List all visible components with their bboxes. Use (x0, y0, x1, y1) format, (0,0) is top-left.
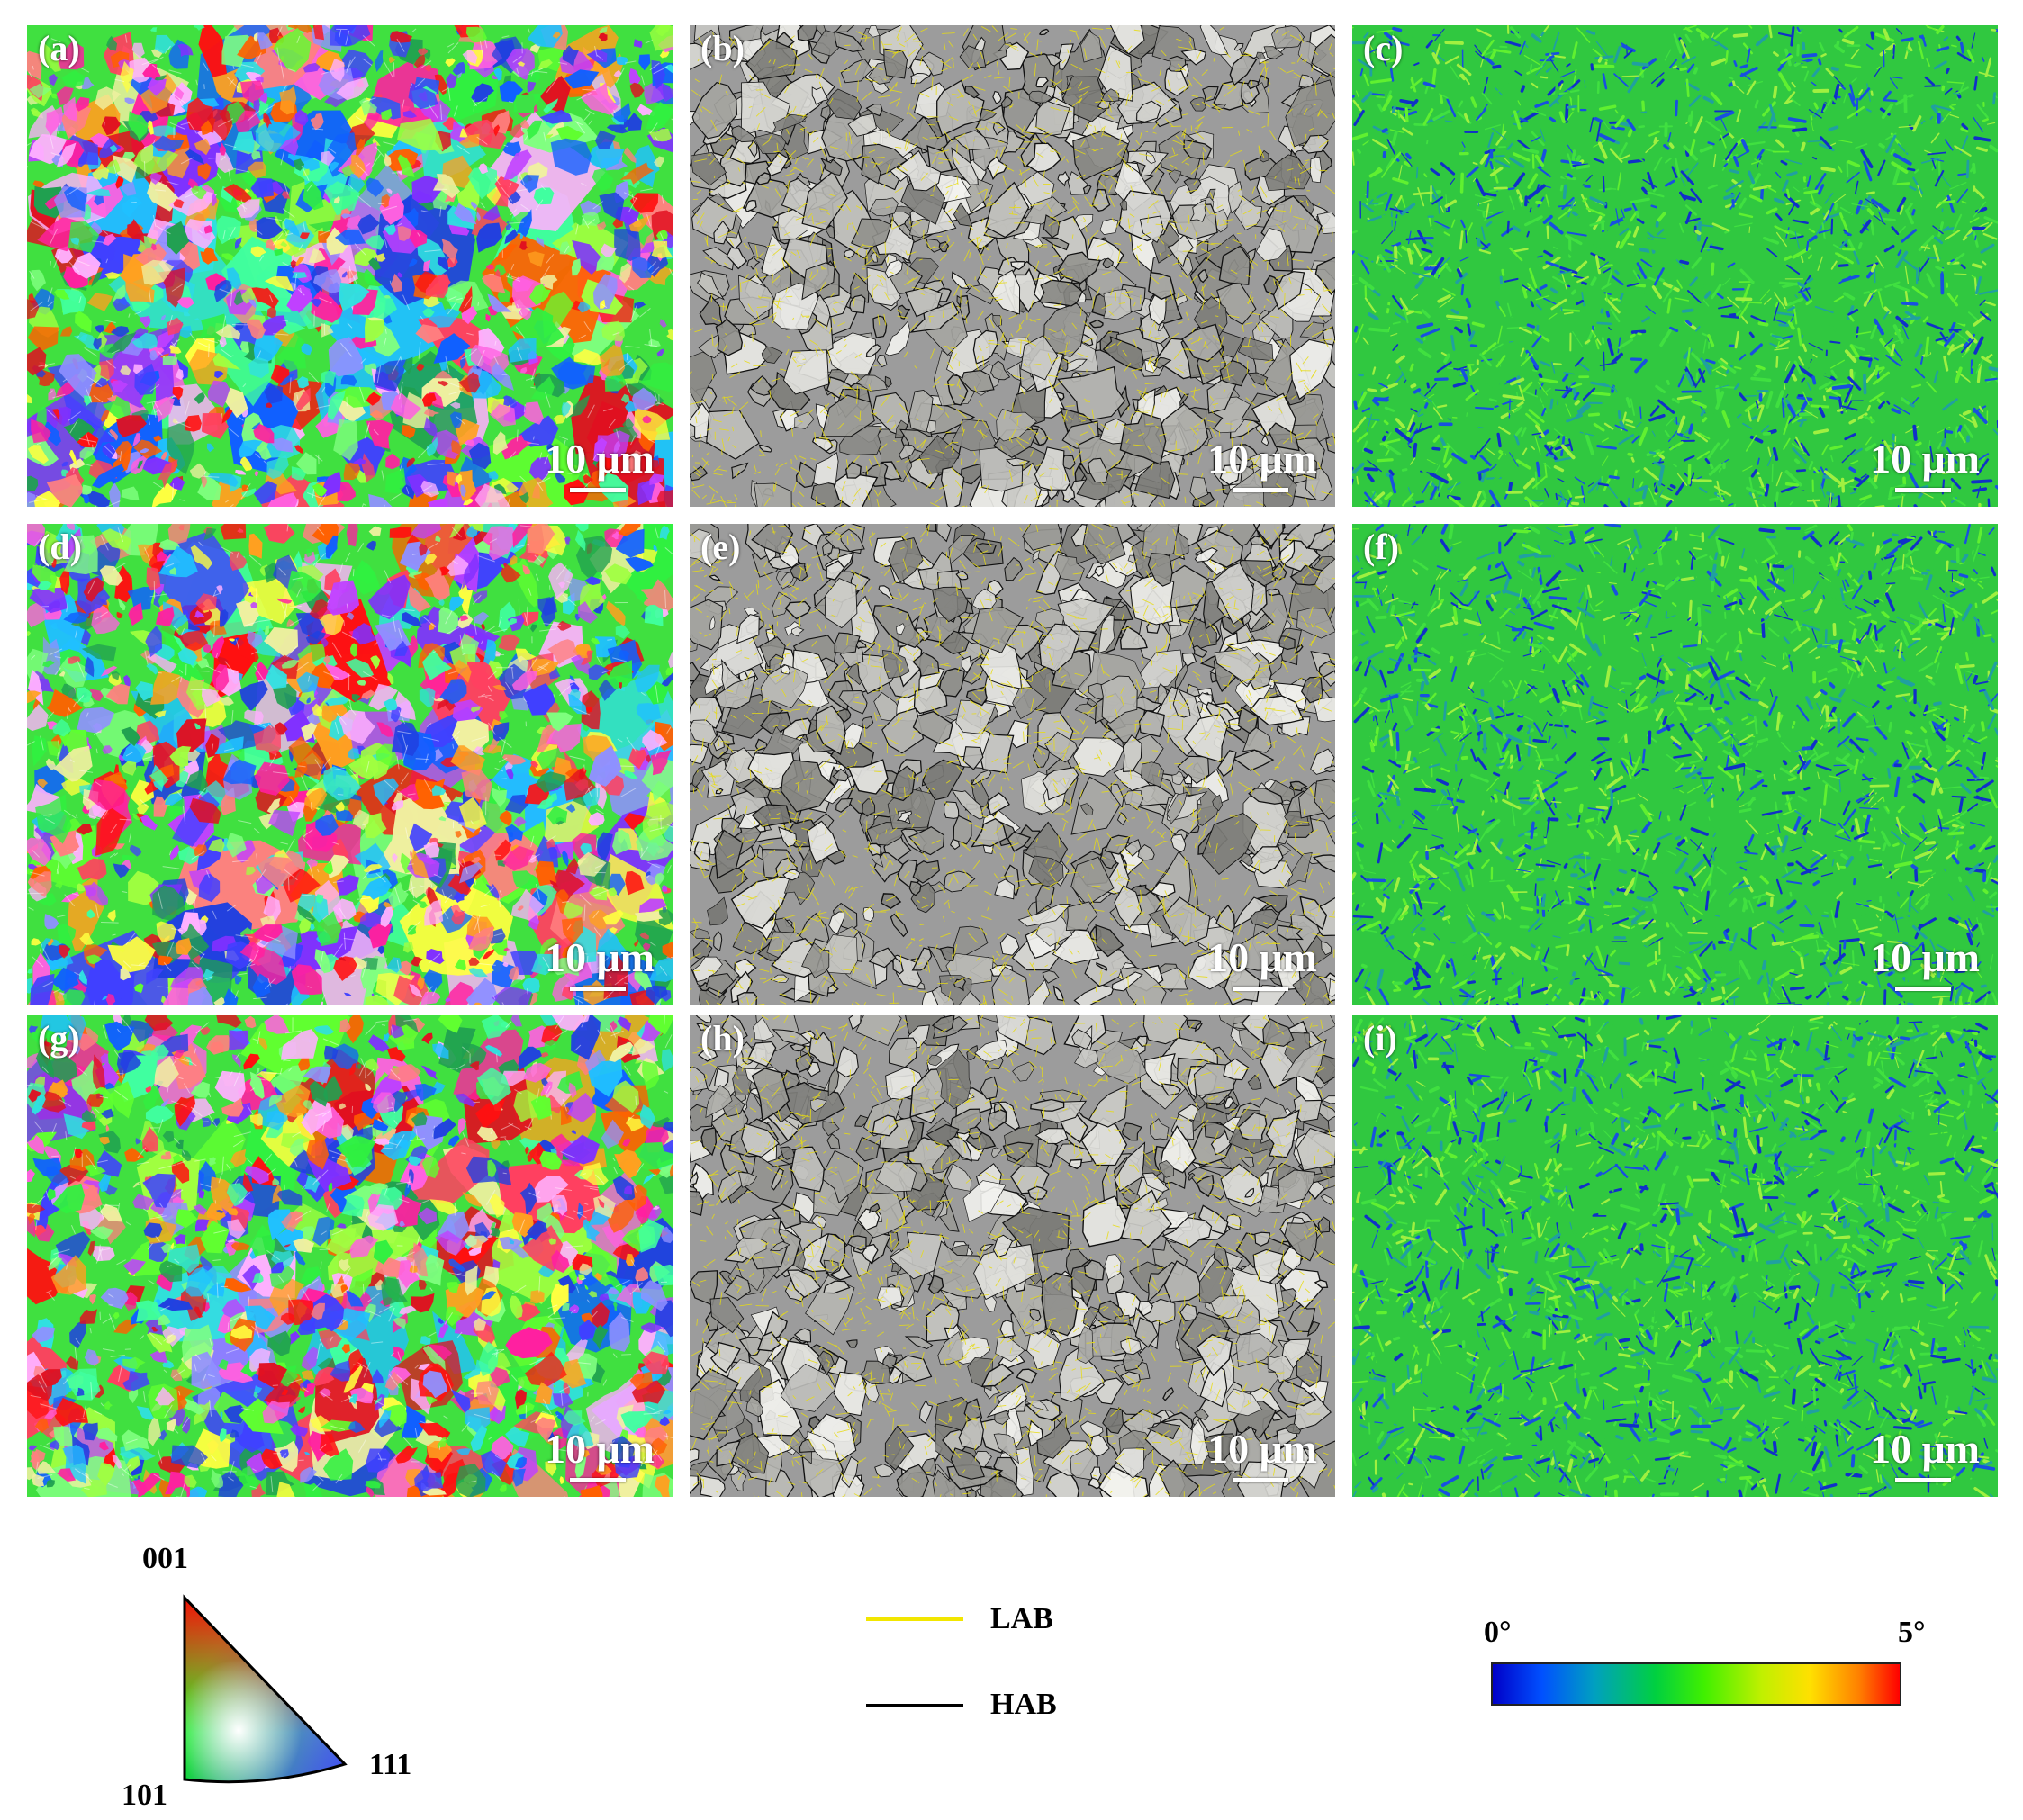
panel-f-kam-map: (f) 10 μm (1352, 524, 1998, 1005)
scale-bar-label: 10 μm (1870, 1426, 1980, 1472)
panel-label: (d) (38, 527, 82, 567)
lab-label: LAB (990, 1602, 1053, 1635)
scale-bar (570, 488, 626, 492)
kam-min-label: 0° (1484, 1616, 1512, 1649)
scale-bar-label: 10 μm (545, 934, 655, 980)
scale-bar (570, 1478, 626, 1482)
ipf-texture (27, 1015, 673, 1497)
boundary-texture (690, 1015, 1335, 1497)
panel-label: (b) (700, 28, 745, 68)
ipf-label-001: 001 (142, 1542, 188, 1575)
scale-bar-label: 10 μm (1870, 934, 1980, 980)
kam-texture (1352, 1015, 1998, 1497)
panel-i-kam-map: (i) 10 μm (1352, 1015, 1998, 1497)
panel-label: (c) (1363, 28, 1404, 68)
panel-label: (f) (1363, 527, 1399, 567)
hab-line-swatch (866, 1704, 963, 1707)
scale-bar (1233, 1478, 1288, 1482)
panel-label: (g) (38, 1018, 80, 1059)
ipf-texture (27, 25, 673, 507)
scale-bar-label: 10 μm (1870, 436, 1980, 482)
kam-texture (1352, 524, 1998, 1005)
scale-bar-label: 10 μm (1207, 934, 1317, 980)
hab-label: HAB (990, 1688, 1057, 1721)
panel-label: (i) (1363, 1018, 1397, 1059)
scale-bar (1233, 987, 1288, 991)
panel-label: (h) (700, 1018, 745, 1059)
panel-c-kam-map: (c) 10 μm (1352, 25, 1998, 507)
ipf-label-111: 111 (369, 1748, 412, 1781)
kam-color-bar (1491, 1662, 1901, 1706)
ipf-label-101: 101 (122, 1779, 167, 1812)
panel-e-boundary-map: (e) 10 μm (690, 524, 1335, 1005)
kam-texture (1352, 25, 1998, 507)
scale-bar (1233, 488, 1288, 492)
panel-label: (a) (38, 28, 80, 68)
scale-bar-label: 10 μm (1207, 1426, 1317, 1472)
panel-g-ipf-map: (g) 10 μm (27, 1015, 673, 1497)
kam-max-label: 5° (1898, 1616, 1926, 1649)
scale-bar (570, 987, 626, 991)
scale-bar-label: 10 μm (545, 436, 655, 482)
boundary-texture (690, 524, 1335, 1005)
ipf-color-triangle (183, 1594, 348, 1784)
scale-bar (1895, 1478, 1951, 1482)
scale-bar (1895, 987, 1951, 991)
boundary-texture (690, 25, 1335, 507)
panel-b-boundary-map: (b) 10 μm (690, 25, 1335, 507)
ipf-texture (27, 524, 673, 1005)
scale-bar-label: 10 μm (1207, 436, 1317, 482)
scale-bar (1895, 488, 1951, 492)
panel-label: (e) (700, 527, 741, 567)
panel-h-boundary-map: (h) 10 μm (690, 1015, 1335, 1497)
panel-d-ipf-map: (d) 10 μm (27, 524, 673, 1005)
lab-line-swatch (866, 1617, 963, 1621)
scale-bar-label: 10 μm (545, 1426, 655, 1472)
panel-a-ipf-map: (a) 10 μm (27, 25, 673, 507)
